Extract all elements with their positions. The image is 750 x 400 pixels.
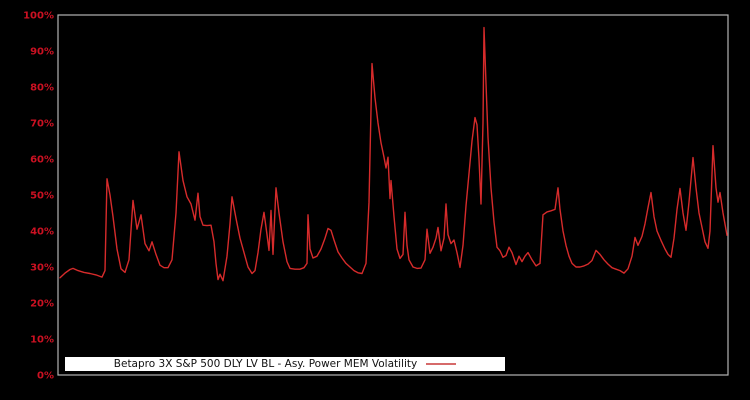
plot-border [57, 14, 729, 376]
y-axis-tick-label: 40% [30, 227, 54, 238]
y-axis-tick-label: 80% [30, 83, 54, 94]
y-axis-tick-label: 10% [30, 335, 54, 346]
y-axis-tick-label: 50% [30, 191, 54, 202]
legend-series-label: Betapro 3X S&P 500 DLY LV BL - Asy. Powe… [113, 358, 418, 370]
y-axis-tick-labels: 0% 10% 20% 30% 40% 50% 60% 70% 80% 90% 100% [23, 11, 54, 382]
y-axis-tick-label: 30% [30, 263, 54, 274]
legend: Betapro 3X S&P 500 DLY LV BL - Asy. Powe… [65, 357, 505, 371]
legend-line-sample-icon [426, 363, 457, 365]
volatility-line-series [59, 26, 728, 282]
y-axis-tick-label: 90% [30, 47, 54, 58]
y-axis-tick-label: 20% [30, 299, 54, 310]
y-axis-tick-label: 70% [30, 119, 54, 130]
y-axis-tick-label: 100% [23, 11, 54, 22]
y-axis-tick-label: 0% [37, 371, 54, 382]
y-axis-tick-label: 60% [30, 155, 54, 166]
